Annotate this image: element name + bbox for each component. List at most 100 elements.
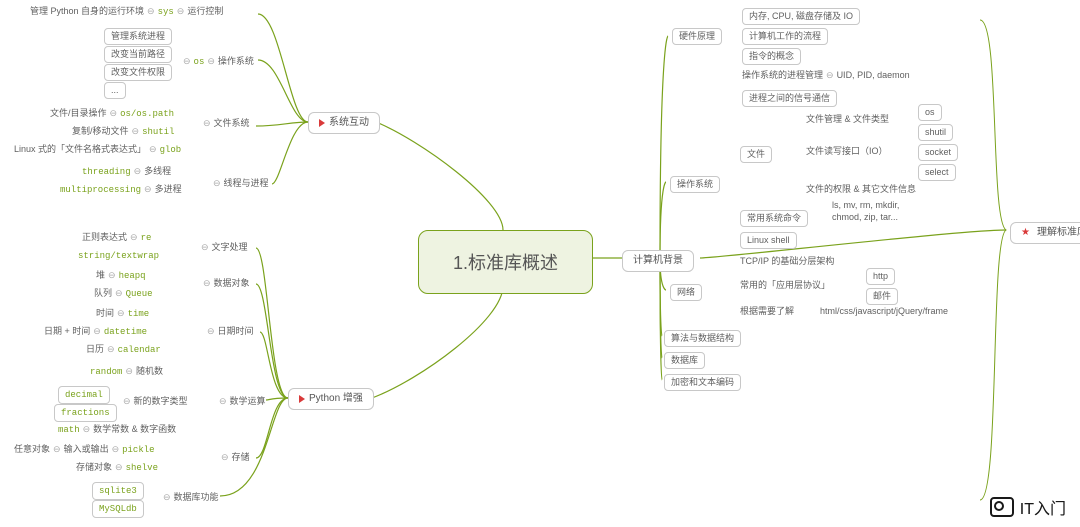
leaf-node: 管理系统进程	[104, 28, 172, 45]
leaf-node: 内存, CPU, 磁盘存储及 IO	[742, 8, 860, 25]
expand-icon[interactable]	[174, 6, 188, 16]
leaf-node: 数据对象	[200, 278, 250, 289]
expand-icon[interactable]	[204, 56, 218, 66]
expand-icon[interactable]	[200, 278, 214, 288]
root-label: 1.标准库概述	[453, 253, 558, 273]
leaf-node: 常用的「应用层协议」	[740, 280, 830, 291]
flag-icon	[319, 119, 325, 127]
expand-icon[interactable]	[198, 242, 212, 252]
expand-icon[interactable]	[144, 6, 158, 16]
expand-icon[interactable]	[131, 166, 145, 176]
code-token: Queue	[126, 289, 153, 299]
code-token: os	[194, 57, 205, 67]
text-token: 复制/移动文件	[72, 126, 129, 136]
leaf-node: 改变当前路径	[104, 46, 172, 63]
leaf-node: 改变文件权限	[104, 64, 172, 81]
expand-icon[interactable]	[80, 424, 94, 434]
text-token: 文件/目录操作	[50, 108, 107, 118]
expand-icon[interactable]	[146, 144, 160, 154]
text-token: os	[925, 107, 935, 117]
leaf-node: 常用系统命令	[740, 210, 808, 227]
expand-icon[interactable]	[216, 396, 230, 406]
leaf-node: 堆heapq	[96, 270, 146, 282]
code-token: shutil	[142, 127, 174, 137]
code-token: math	[58, 425, 80, 435]
leaf-node: 文字处理	[198, 242, 248, 253]
category-cs-bg[interactable]: 计算机背景	[622, 250, 694, 272]
leaf-node: html/css/javascript/jQuery/frame	[820, 306, 948, 317]
expand-icon[interactable]	[104, 344, 118, 354]
expand-icon[interactable]	[218, 452, 232, 462]
code-token: random	[90, 367, 122, 377]
text-token: chmod, zip, tar...	[832, 212, 898, 222]
text-token: 网络	[677, 287, 695, 297]
expand-icon[interactable]	[90, 326, 104, 336]
leaf-node: 网络	[670, 284, 702, 301]
leaf-node: 存储	[218, 452, 250, 463]
expand-icon[interactable]	[127, 232, 141, 242]
category-label: 系统互动	[329, 117, 369, 129]
text-token: 文件管理 & 文件类型	[806, 114, 889, 124]
code-token: threading	[82, 167, 131, 177]
text-token: 数据库	[671, 355, 698, 365]
text-token: 进程之间的信号通信	[749, 93, 830, 103]
text-token: 文字处理	[212, 242, 248, 252]
expand-icon[interactable]	[120, 396, 134, 406]
expand-icon[interactable]	[122, 366, 136, 376]
leaf-node: random 随机数	[90, 366, 163, 378]
expand-icon[interactable]	[112, 462, 126, 472]
expand-icon[interactable]	[210, 178, 224, 188]
expand-icon[interactable]	[204, 326, 218, 336]
text-token: 文件的权限 & 其它文件信息	[806, 184, 916, 194]
expand-icon[interactable]	[823, 70, 837, 80]
expand-icon[interactable]	[50, 444, 64, 454]
text-token: 数学运算	[230, 396, 266, 406]
leaf-node: 邮件	[866, 288, 898, 305]
text-token: 算法与数据结构	[671, 333, 734, 343]
leaf-node: 文件管理 & 文件类型	[806, 114, 889, 125]
category-py-enh[interactable]: Python 增强	[288, 388, 374, 410]
category-sys-inter[interactable]: 系统互动	[308, 112, 380, 134]
expand-icon[interactable]	[109, 444, 123, 454]
code-token: heapq	[119, 271, 146, 281]
leaf-node: MySQLdb	[92, 500, 144, 518]
leaf-node: 文件读写接口（IO）	[806, 146, 888, 157]
text-token: 时间	[96, 308, 114, 318]
leaf-node: 数据库	[664, 352, 705, 369]
category-label: 计算机背景	[633, 255, 683, 267]
category-label: Python 增强	[309, 393, 363, 405]
leaf-node: select	[918, 164, 956, 181]
code-token: sqlite3	[99, 486, 137, 496]
leaf-node: 文件的权限 & 其它文件信息	[806, 184, 916, 195]
category-basis[interactable]: 理解标准库的基础	[1010, 222, 1080, 244]
expand-icon[interactable]	[107, 108, 121, 118]
text-token: 邮件	[873, 291, 891, 301]
text-token: TCP/IP 的基础分层架构	[740, 256, 834, 266]
expand-icon[interactable]	[105, 270, 119, 280]
text-token: 线程与进程	[224, 178, 269, 188]
flag-icon	[299, 395, 305, 403]
leaf-node: os操作系统	[180, 56, 254, 68]
leaf-node: sqlite3	[92, 482, 144, 500]
expand-icon[interactable]	[141, 184, 155, 194]
leaf-node: shutil	[918, 124, 953, 141]
text-token: 指令的概念	[749, 51, 794, 61]
leaf-node: chmod, zip, tar...	[832, 212, 898, 223]
text-token: 改变文件权限	[111, 67, 165, 77]
text-token: 随机数	[136, 366, 163, 376]
expand-icon[interactable]	[160, 492, 174, 502]
expand-icon[interactable]	[114, 308, 128, 318]
expand-icon[interactable]	[112, 288, 126, 298]
leaf-node: Linux shell	[740, 232, 797, 249]
text-token: 操作系统	[677, 179, 713, 189]
leaf-node: 硬件原理	[672, 28, 722, 45]
leaf-node: 计算机工作的流程	[742, 28, 828, 45]
expand-icon[interactable]	[129, 126, 143, 136]
expand-icon[interactable]	[200, 118, 214, 128]
leaf-node: TCP/IP 的基础分层架构	[740, 256, 834, 267]
text-token: ls, mv, rm, mkdir,	[832, 200, 899, 210]
leaf-node: fractions	[54, 404, 117, 422]
expand-icon[interactable]	[180, 56, 194, 66]
leaf-node: 进程之间的信号通信	[742, 90, 837, 107]
text-token: shutil	[925, 127, 946, 137]
